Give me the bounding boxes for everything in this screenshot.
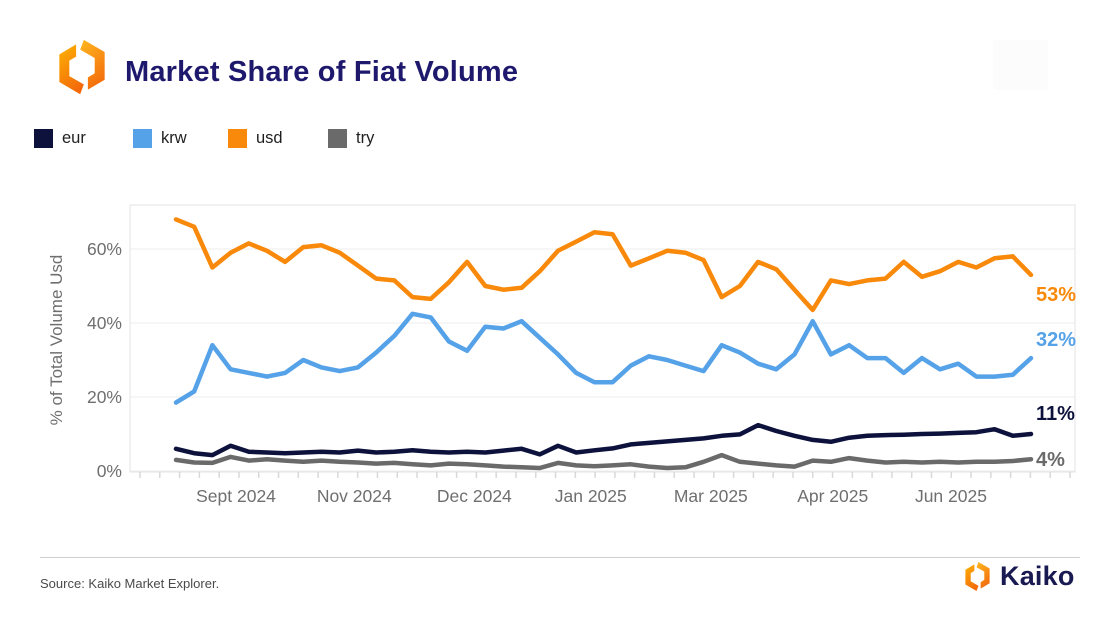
series-line-usd <box>173 217 1034 313</box>
legend-label: krw <box>161 129 187 147</box>
legend-label: eur <box>62 129 86 147</box>
x-tick-label: Jan 2025 <box>555 486 627 506</box>
footer-divider <box>40 557 1080 558</box>
chart-legend: eur krw usd try <box>0 129 1120 153</box>
plot-border <box>129 204 1076 473</box>
legend-swatch-eur <box>34 129 53 148</box>
x-tick-label: Apr 2025 <box>797 486 868 506</box>
end-label-eur: 11% <box>1036 403 1075 425</box>
legend-label: usd <box>256 129 283 147</box>
y-tick-label: 0% <box>97 461 122 481</box>
series-line-krw <box>173 311 1034 405</box>
source-note: Source: Kaiko Market Explorer. <box>40 576 220 591</box>
page-title: Market Share of Fiat Volume <box>125 56 519 88</box>
end-label-try: 4% <box>1036 449 1065 471</box>
x-axis-ticks <box>139 472 1071 478</box>
x-tick-label: Mar 2025 <box>674 486 748 506</box>
legend-item-usd[interactable]: usd <box>228 129 283 148</box>
footer-brand: Kaiko <box>962 561 1075 592</box>
y-tick-label: 20% <box>87 387 122 407</box>
y-tick-label: 60% <box>87 239 122 259</box>
series-line-eur <box>173 422 1034 458</box>
y-tick-label: 40% <box>87 313 122 333</box>
end-label-krw: 32% <box>1036 329 1076 351</box>
x-tick-label: Nov 2024 <box>317 486 392 506</box>
x-tick-label: Jun 2025 <box>915 486 987 506</box>
y-axis-title: % of Total Volume Usd <box>47 255 66 426</box>
legend-swatch-krw <box>133 129 152 148</box>
legend-swatch-usd <box>228 129 247 148</box>
header-hover-toolbar-placeholder <box>993 40 1048 90</box>
kaiko-logo-icon <box>962 561 993 592</box>
series-end-labels: 53% 32% 11% 4% <box>1036 284 1076 471</box>
legend-label: try <box>356 129 375 147</box>
kaiko-logo-icon <box>53 38 111 96</box>
legend-item-eur[interactable]: eur <box>34 129 86 148</box>
line-chart: 0% 20% 40% 60% Sept 2024 Nov 2024 Dec 2024 Jan… <box>47 204 1076 506</box>
gridlines <box>130 248 1075 472</box>
y-axis-labels: 0% 20% 40% 60% <box>87 239 122 481</box>
end-label-usd: 53% <box>1036 284 1076 306</box>
brand-wordmark: Kaiko <box>1000 561 1075 591</box>
legend-item-krw[interactable]: krw <box>133 129 187 148</box>
x-axis-labels: Sept 2024 Nov 2024 Dec 2024 Jan 2025 Mar 202… <box>196 486 987 506</box>
x-tick-label: Dec 2024 <box>437 486 512 506</box>
series-lines <box>173 217 1034 471</box>
legend-swatch-try <box>328 129 347 148</box>
series-line-try <box>173 452 1034 471</box>
x-tick-label: Sept 2024 <box>196 486 276 506</box>
legend-item-try[interactable]: try <box>328 129 374 148</box>
